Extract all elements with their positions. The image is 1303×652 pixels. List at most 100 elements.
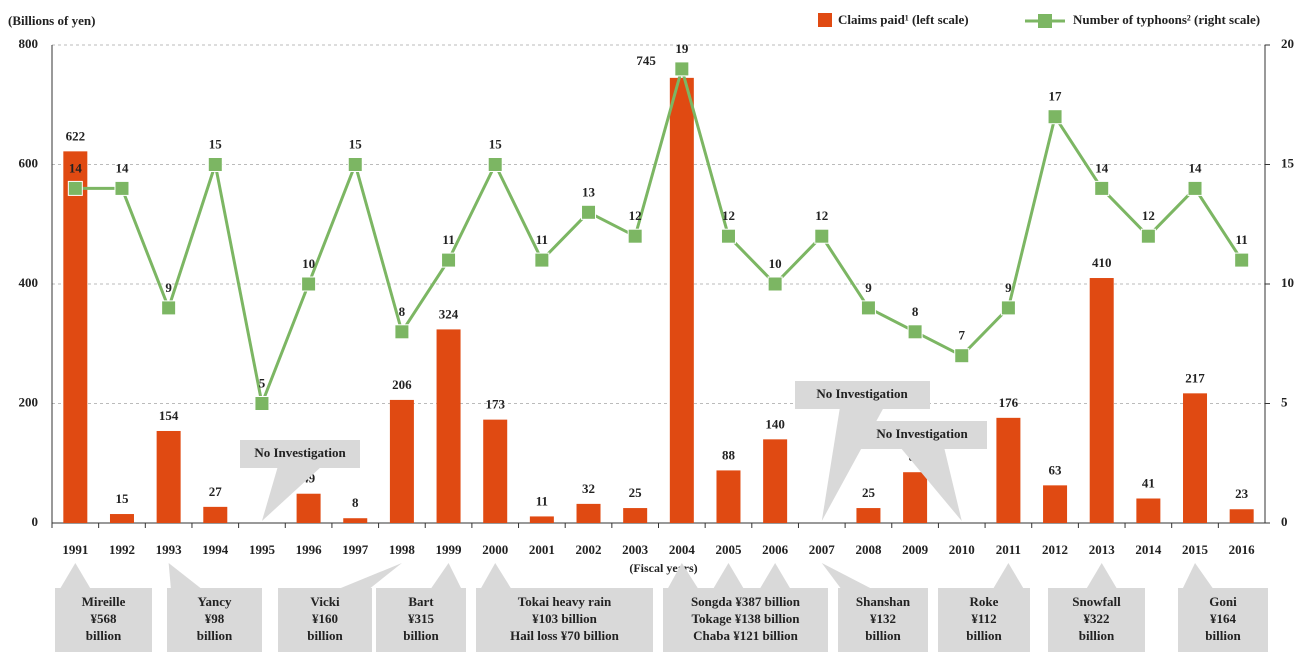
callout-pointer xyxy=(1182,563,1214,590)
bar-label: 622 xyxy=(66,128,86,143)
x-tick-label: 2007 xyxy=(809,542,836,557)
x-tick-label: 2006 xyxy=(762,542,789,557)
bar xyxy=(483,419,508,523)
x-tick-label: 1995 xyxy=(249,542,276,557)
bar xyxy=(1136,498,1161,523)
line-marker xyxy=(1187,180,1203,196)
callout-pointer xyxy=(1085,563,1118,590)
bar-label: 25 xyxy=(862,485,876,500)
callout-text: Roke xyxy=(970,594,999,609)
y2-tick-label: 0 xyxy=(1281,514,1288,529)
callout-text: Songda ¥387 billion xyxy=(691,594,801,609)
callout-box xyxy=(278,588,372,652)
annotation: No Investigation xyxy=(816,386,908,401)
x-tick-label: 2002 xyxy=(576,542,602,557)
callout-box xyxy=(476,588,653,652)
x-tick-label: 1992 xyxy=(109,542,135,557)
x-tick-label: 1994 xyxy=(202,542,229,557)
line-label: 17 xyxy=(1049,89,1063,104)
line-marker xyxy=(954,348,970,364)
x-tick-label: 2005 xyxy=(715,542,742,557)
callout-text: billion xyxy=(307,628,343,643)
line-label: 5 xyxy=(259,375,266,390)
x-tick-label: 1998 xyxy=(389,542,416,557)
callout-text: billion xyxy=(86,628,122,643)
line-marker xyxy=(674,61,690,77)
line-label: 13 xyxy=(582,184,596,199)
callout-text: billion xyxy=(1079,628,1115,643)
callout-text: billion xyxy=(1205,628,1241,643)
bar-label: 88 xyxy=(722,447,736,462)
line-marker xyxy=(1094,180,1110,196)
line-label: 15 xyxy=(489,136,503,151)
line-marker xyxy=(254,396,270,411)
bar xyxy=(996,417,1021,523)
bar xyxy=(63,151,88,524)
legend-marker xyxy=(1038,14,1052,28)
line-label: 14 xyxy=(115,160,129,175)
callout-box xyxy=(1048,588,1145,652)
bar-label: 32 xyxy=(582,481,595,496)
line-label: 14 xyxy=(1095,160,1109,175)
bar-label: 206 xyxy=(392,377,412,392)
line-marker xyxy=(114,180,130,196)
callout-pointer xyxy=(992,563,1025,590)
line-marker xyxy=(441,252,457,268)
callout-pointer xyxy=(168,563,203,590)
callout-text: billion xyxy=(865,628,901,643)
line-label: 12 xyxy=(629,208,642,223)
callout-pointer xyxy=(759,563,792,590)
callout-text: billion xyxy=(197,628,233,643)
x-tick-label: 2015 xyxy=(1182,542,1209,557)
callout-text: Goni xyxy=(1209,594,1237,609)
y-tick-label: 600 xyxy=(19,155,39,170)
line-label: 19 xyxy=(675,41,689,56)
callout-text: ¥160 xyxy=(312,611,338,626)
callout-text: ¥568 xyxy=(91,611,118,626)
annotation-pointer xyxy=(821,407,884,521)
bar xyxy=(1043,485,1068,523)
line-label: 15 xyxy=(349,136,363,151)
callout-pointer xyxy=(336,563,402,590)
line-marker xyxy=(627,228,643,244)
y-tick-label: 800 xyxy=(19,36,39,51)
bar xyxy=(343,518,368,523)
bar-label: 217 xyxy=(1185,370,1205,385)
bar-label: 15 xyxy=(115,491,129,506)
line-label: 7 xyxy=(959,328,966,343)
line-label: 9 xyxy=(165,280,172,295)
bar xyxy=(1183,393,1208,523)
callout-text: ¥164 xyxy=(1210,611,1237,626)
x-tick-label: 2000 xyxy=(482,542,508,557)
x-tick-label: 2003 xyxy=(622,542,649,557)
bar xyxy=(296,493,321,523)
bar xyxy=(669,77,694,524)
line-marker xyxy=(487,157,503,172)
bar-label: 154 xyxy=(159,408,179,423)
line-label: 9 xyxy=(1005,280,1012,295)
callout-box xyxy=(663,588,828,652)
callout-box xyxy=(55,588,152,652)
callout-pointer xyxy=(821,563,874,590)
callout-pointer xyxy=(480,563,512,590)
line-marker xyxy=(534,252,550,268)
callout-text: Snowfall xyxy=(1072,594,1121,609)
line-label: 11 xyxy=(1236,232,1248,247)
annotation-pointer xyxy=(900,447,962,521)
callout-text: Tokage ¥138 billion xyxy=(692,611,801,626)
annotation: No Investigation xyxy=(254,445,346,460)
line-label: 15 xyxy=(209,136,223,151)
x-tick-label: 2004 xyxy=(669,542,696,557)
line-label: 8 xyxy=(912,304,919,319)
line-label: 12 xyxy=(1142,208,1155,223)
callout-box xyxy=(938,588,1030,652)
bar xyxy=(1089,278,1114,523)
x-tick-label: 2014 xyxy=(1135,542,1162,557)
bar-label: 176 xyxy=(999,395,1019,410)
callout-text: Mireille xyxy=(82,594,126,609)
line-marker xyxy=(301,276,317,292)
bar xyxy=(716,470,741,523)
line xyxy=(75,63,1243,409)
line-marker xyxy=(347,157,363,172)
annotation-pointer xyxy=(261,466,322,521)
